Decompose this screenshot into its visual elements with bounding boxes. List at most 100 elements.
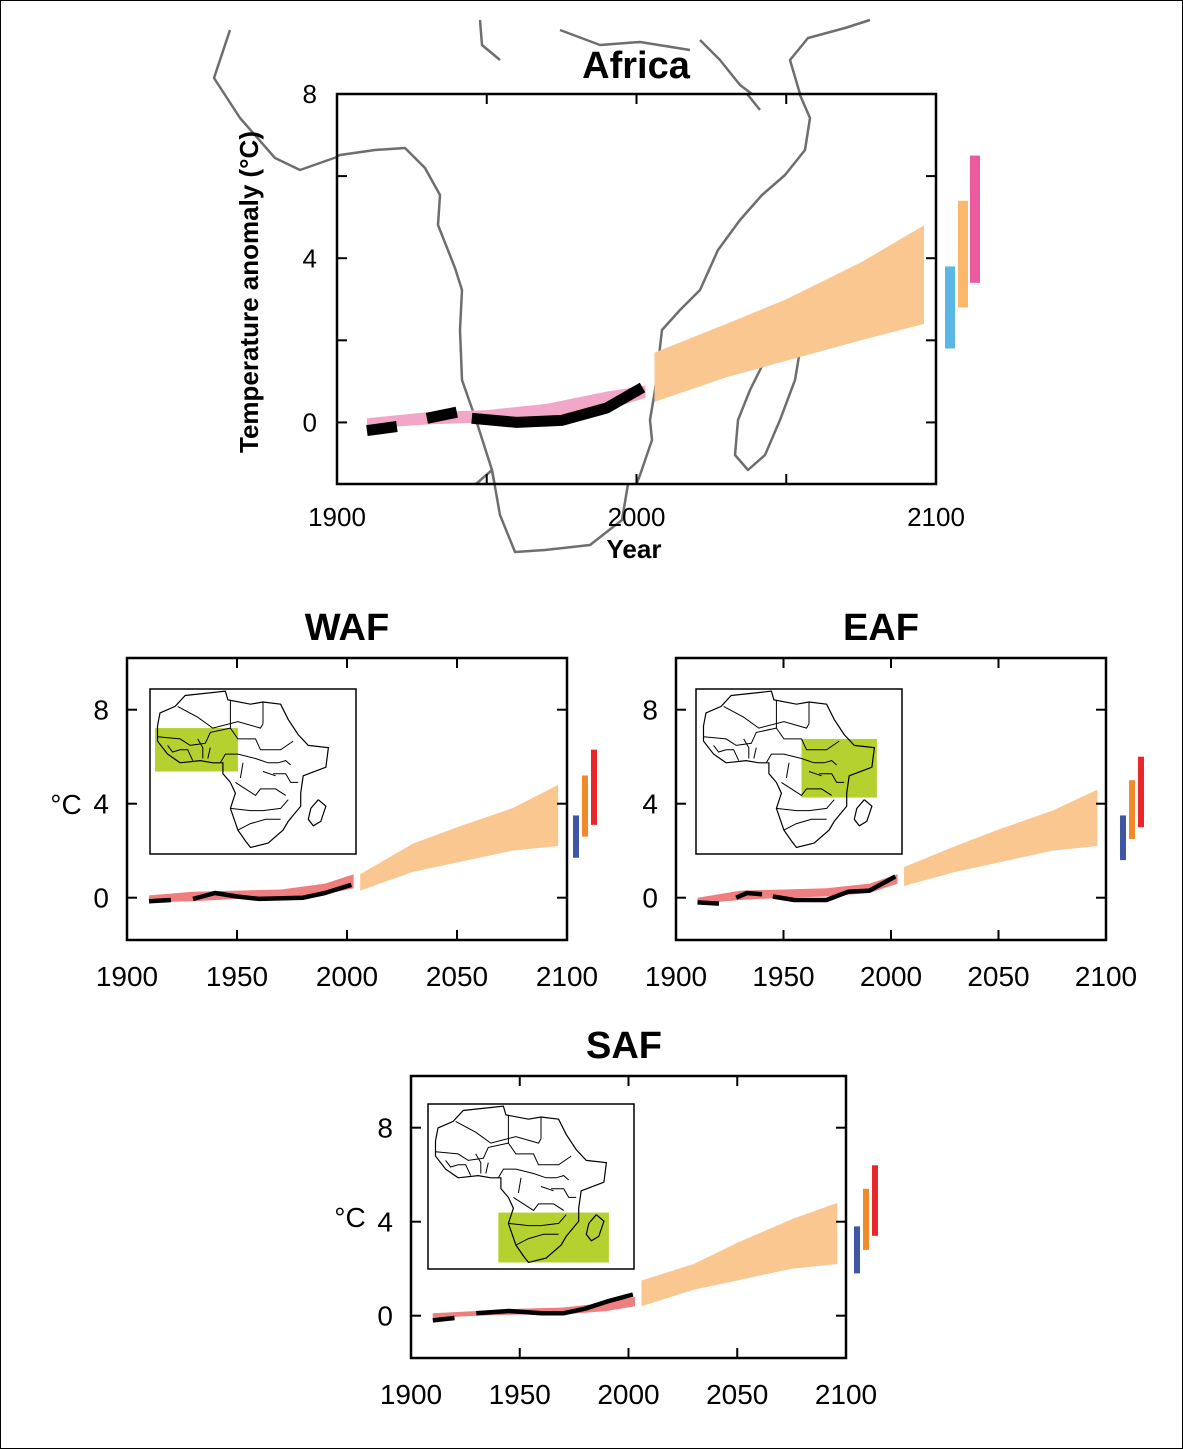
- inset-border: [229, 727, 294, 751]
- panel-eaf: 1900 1950 2000 2050 2100 0 4 8: [642, 656, 1137, 992]
- inset-border: [753, 747, 757, 759]
- observed-series: [432, 1315, 455, 1323]
- inset-border: [262, 771, 276, 777]
- inset-madagascar: [853, 799, 873, 827]
- y-axis-label-waf: °C: [50, 789, 81, 820]
- panel-saf: 1900 1950 2000 2050 2100 0 4 8: [377, 1074, 877, 1410]
- scenario-range-bar: [958, 200, 968, 308]
- inset-border: [485, 1162, 489, 1174]
- observed-series: [697, 900, 720, 906]
- x-tick-label: 2000: [608, 502, 666, 532]
- inset-border: [551, 1188, 577, 1198]
- inset-border: [765, 753, 838, 766]
- scenario-range-bar: [970, 155, 980, 283]
- inset-border: [157, 727, 231, 746]
- y-axis-label-saf: °C: [334, 1202, 365, 1233]
- observed-series: [425, 406, 458, 424]
- x-tick-label: 2000: [597, 1379, 659, 1410]
- y-tick-label: 0: [303, 408, 317, 438]
- inset-border: [517, 1177, 522, 1194]
- plot-frame-africa: [335, 92, 938, 486]
- inset-border: [785, 762, 790, 779]
- projection-envelope: [360, 784, 559, 891]
- x-tick-label: 2050: [426, 961, 488, 992]
- inset-madagascar: [307, 799, 327, 827]
- highlight-region: [155, 728, 238, 772]
- inset-border: [197, 738, 204, 759]
- africa-outline-map-outer: [212, 18, 871, 554]
- scenario-range-bar: [1129, 780, 1135, 839]
- inset-border: [239, 762, 244, 779]
- scenario-range-bar: [854, 1226, 860, 1274]
- inset-border: [475, 1153, 482, 1174]
- observed-series: [735, 890, 763, 900]
- x-tick-label: 2100: [1075, 961, 1137, 992]
- inset-border: [237, 818, 281, 831]
- y-tick-label: 8: [642, 695, 658, 726]
- observed-series: [192, 882, 353, 902]
- chart-title-eaf: EAF: [843, 607, 919, 649]
- inset-border: [808, 771, 822, 777]
- inset-border: [273, 773, 299, 783]
- y-tick-label: 4: [93, 789, 109, 820]
- x-tick-label: 1950: [752, 961, 814, 992]
- inset-border: [713, 745, 740, 761]
- x-tick-label: 2100: [815, 1379, 877, 1410]
- panel-africa: 1900 2000 2100 0 4 8: [212, 18, 965, 554]
- x-tick-label: 2000: [860, 961, 922, 992]
- x-tick-label: 2050: [706, 1379, 768, 1410]
- x-tick-label: 2000: [316, 961, 378, 992]
- inset-border: [781, 781, 832, 797]
- x-tick-label: 1900: [96, 961, 158, 992]
- scenario-range-bar: [582, 775, 588, 837]
- inset-border: [508, 1214, 567, 1227]
- inset-border: [167, 745, 194, 761]
- y-tick-label: 0: [642, 883, 658, 914]
- projection-envelope: [903, 789, 1098, 886]
- y-tick-label: 0: [377, 1301, 393, 1332]
- inset-border: [219, 753, 292, 766]
- inset-coastline: [702, 690, 876, 849]
- inset-border: [230, 799, 289, 812]
- y-tick-label: 8: [93, 695, 109, 726]
- inset-border: [435, 1142, 509, 1161]
- inset-border: [455, 1120, 542, 1144]
- scenario-range-bar: [573, 815, 579, 858]
- observed-series: [366, 421, 398, 437]
- scenario-range-bar: [1138, 756, 1144, 828]
- scenario-range-bar: [591, 749, 597, 825]
- x-tick-label: 1950: [206, 961, 268, 992]
- inset-border: [776, 799, 835, 812]
- inset-border: [703, 727, 777, 746]
- inset-border: [540, 1186, 554, 1192]
- inset-border: [819, 773, 845, 783]
- y-tick-label: 4: [377, 1207, 393, 1238]
- x-tick-label: 1950: [489, 1379, 551, 1410]
- observed-series: [772, 874, 897, 903]
- inset-border: [177, 705, 264, 729]
- inset-border: [513, 1196, 564, 1212]
- inset-coastline: [156, 690, 330, 849]
- plot-frame-eaf: [674, 656, 1108, 942]
- y-tick-label: 0: [93, 883, 109, 914]
- scenario-range-bar: [872, 1165, 878, 1236]
- inset-border: [507, 1142, 572, 1166]
- inset-border: [723, 705, 810, 729]
- observed-series: [471, 382, 646, 428]
- projection-envelope: [654, 225, 924, 402]
- inset-border: [515, 1233, 559, 1246]
- x-tick-label: 1900: [645, 961, 707, 992]
- inset-border: [743, 738, 750, 759]
- inset-coastline: [434, 1105, 608, 1264]
- inset-border: [445, 1160, 472, 1176]
- inset-border: [497, 1168, 570, 1181]
- inset-border: [775, 727, 840, 751]
- highlight-region: [801, 738, 877, 798]
- chart-title-saf: SAF: [586, 1025, 662, 1067]
- y-tick-label: 4: [642, 789, 658, 820]
- y-axis-label-africa: Temperature anomaly (°C): [234, 131, 264, 453]
- scenario-range-bar: [945, 266, 955, 349]
- x-tick-label: 2100: [907, 502, 965, 532]
- x-tick-label: 1900: [380, 1379, 442, 1410]
